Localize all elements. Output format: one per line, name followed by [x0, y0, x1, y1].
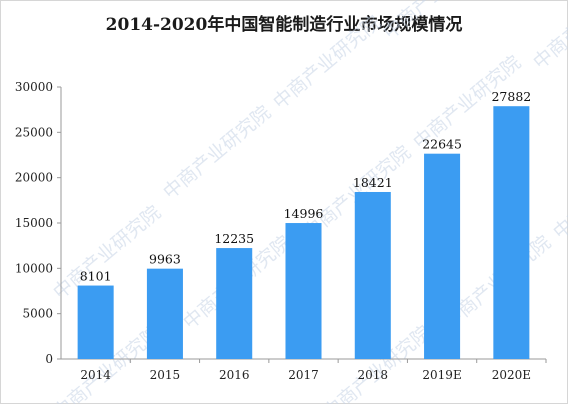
y-tick-label: 15000	[15, 216, 53, 230]
y-tick-label: 25000	[15, 125, 53, 139]
label-layer: 8101 2014 9963 2015 12235 2016 14996 2017 18421 2…	[80, 89, 532, 382]
bar-layer	[77, 106, 530, 359]
bar	[146, 268, 183, 359]
y-tick-label: 30000	[15, 80, 53, 94]
x-tick-label: 2017	[288, 368, 319, 382]
y-tick-label: 20000	[15, 171, 53, 185]
watermark-text: 中商产业研究院	[159, 101, 275, 203]
data-label: 22645	[422, 137, 462, 152]
x-tick-label: 2014	[80, 368, 111, 382]
data-label: 9963	[149, 252, 181, 267]
x-tick-label: 2019E	[422, 368, 461, 382]
bar	[354, 191, 391, 359]
data-label: 8101	[80, 269, 112, 284]
bar	[285, 223, 322, 359]
x-tick-label: 2018	[358, 368, 389, 382]
watermark-text: 中商产业研究院	[269, 11, 385, 113]
x-tick-label: 2015	[150, 368, 181, 382]
chart-title: 2014-2020年中国智能制造行业市场规模情况	[105, 15, 463, 35]
bar	[493, 106, 530, 359]
bar	[216, 248, 253, 359]
data-label: 12235	[214, 231, 254, 246]
y-tick-label: 5000	[22, 307, 53, 321]
data-label: 14996	[284, 206, 324, 221]
y-tick-label: 0	[45, 352, 53, 366]
data-label: 27882	[491, 89, 531, 104]
watermark-text: 中商产业研究院	[549, 141, 568, 243]
bar	[77, 285, 114, 359]
x-tick-label: 2016	[219, 368, 250, 382]
data-label: 18421	[353, 175, 393, 190]
watermark-text: 中商产业研究院	[379, 0, 495, 44]
bar	[424, 153, 461, 359]
watermark-text: 中商产业研究院	[529, 0, 568, 74]
y-tick-label: 10000	[15, 261, 53, 275]
x-tick-label: 2020E	[492, 368, 531, 382]
